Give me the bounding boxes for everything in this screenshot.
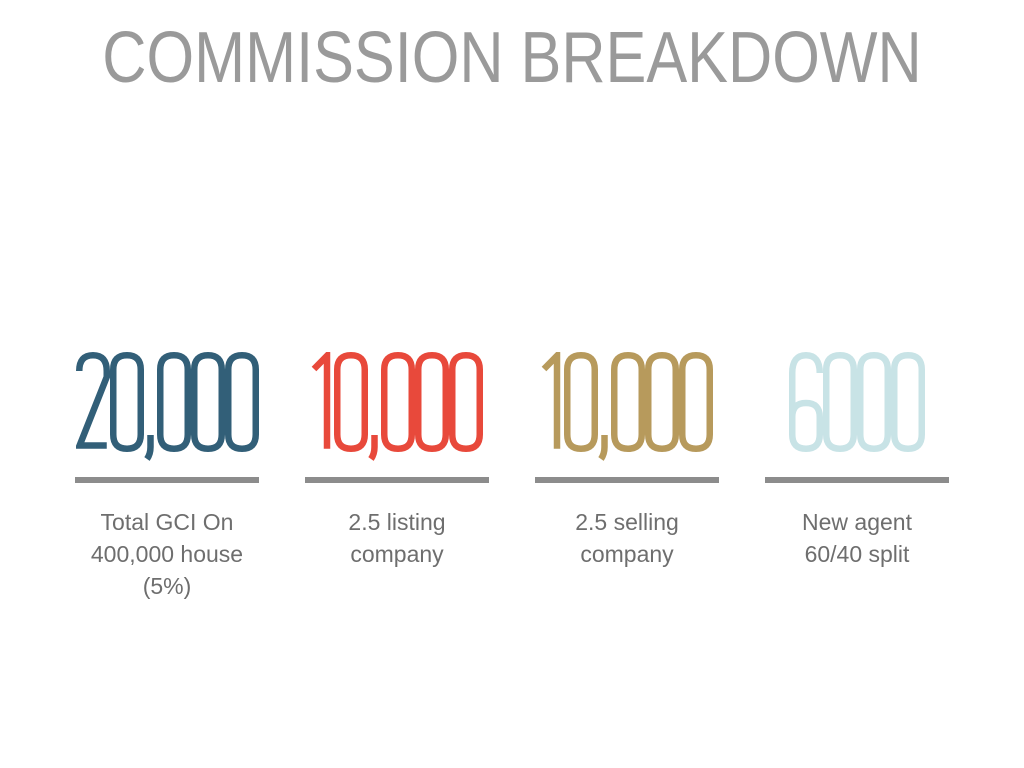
stat-label-total-gci: Total GCI On 400,000 house (5%) (90, 509, 244, 599)
stat-value-selling-company (535, 352, 719, 464)
digit-2-glyph (75, 352, 110, 449)
digit-0-glyph (645, 352, 679, 453)
digit-0-glyph (381, 352, 415, 453)
stat-value-total-gci (75, 352, 259, 464)
digit-0-glyph (823, 352, 857, 453)
stat-column-total-gci: Total GCI On 400,000 house (5%) (75, 352, 259, 602)
digit-6-glyph (789, 352, 823, 453)
divider-line (305, 477, 489, 483)
stat-label-new-agent-split: New agent 60/40 split (802, 509, 912, 567)
digit-0-glyph (156, 352, 191, 453)
digit-1-glyph (311, 352, 331, 449)
digit-0-glyph (611, 352, 645, 453)
comma-glyph (143, 435, 154, 461)
divider-line (765, 477, 949, 483)
digit-0-glyph (857, 352, 891, 453)
digit-0-glyph (415, 352, 449, 453)
divider-line (75, 477, 259, 483)
digit-0-glyph (449, 352, 483, 453)
digit-0-glyph (109, 352, 144, 453)
divider-line (535, 477, 719, 483)
digit-0-glyph (679, 352, 713, 453)
stat-column-listing-company: 2.5 listing company (305, 352, 489, 570)
digit-0-glyph (190, 352, 225, 453)
title-wrap: COMMISSION BREAKDOWN (0, 22, 1024, 94)
stat-label-listing-company: 2.5 listing company (348, 509, 446, 567)
stat-label-selling-company: 2.5 selling company (575, 509, 679, 567)
slide-title: COMMISSION BREAKDOWN (102, 18, 922, 98)
stat-value-listing-company (305, 352, 489, 464)
stat-column-selling-company: 2.5 selling company (535, 352, 719, 570)
digit-0-glyph (224, 352, 259, 453)
digit-0-glyph (334, 352, 368, 453)
comma-glyph (368, 435, 378, 461)
digit-0-glyph (891, 352, 925, 453)
comma-glyph (598, 435, 608, 461)
digit-0-glyph (564, 352, 598, 453)
stat-value-new-agent-split (765, 352, 949, 464)
stat-column-new-agent-split: New agent 60/40 split (765, 352, 949, 570)
digit-1-glyph (541, 352, 561, 449)
